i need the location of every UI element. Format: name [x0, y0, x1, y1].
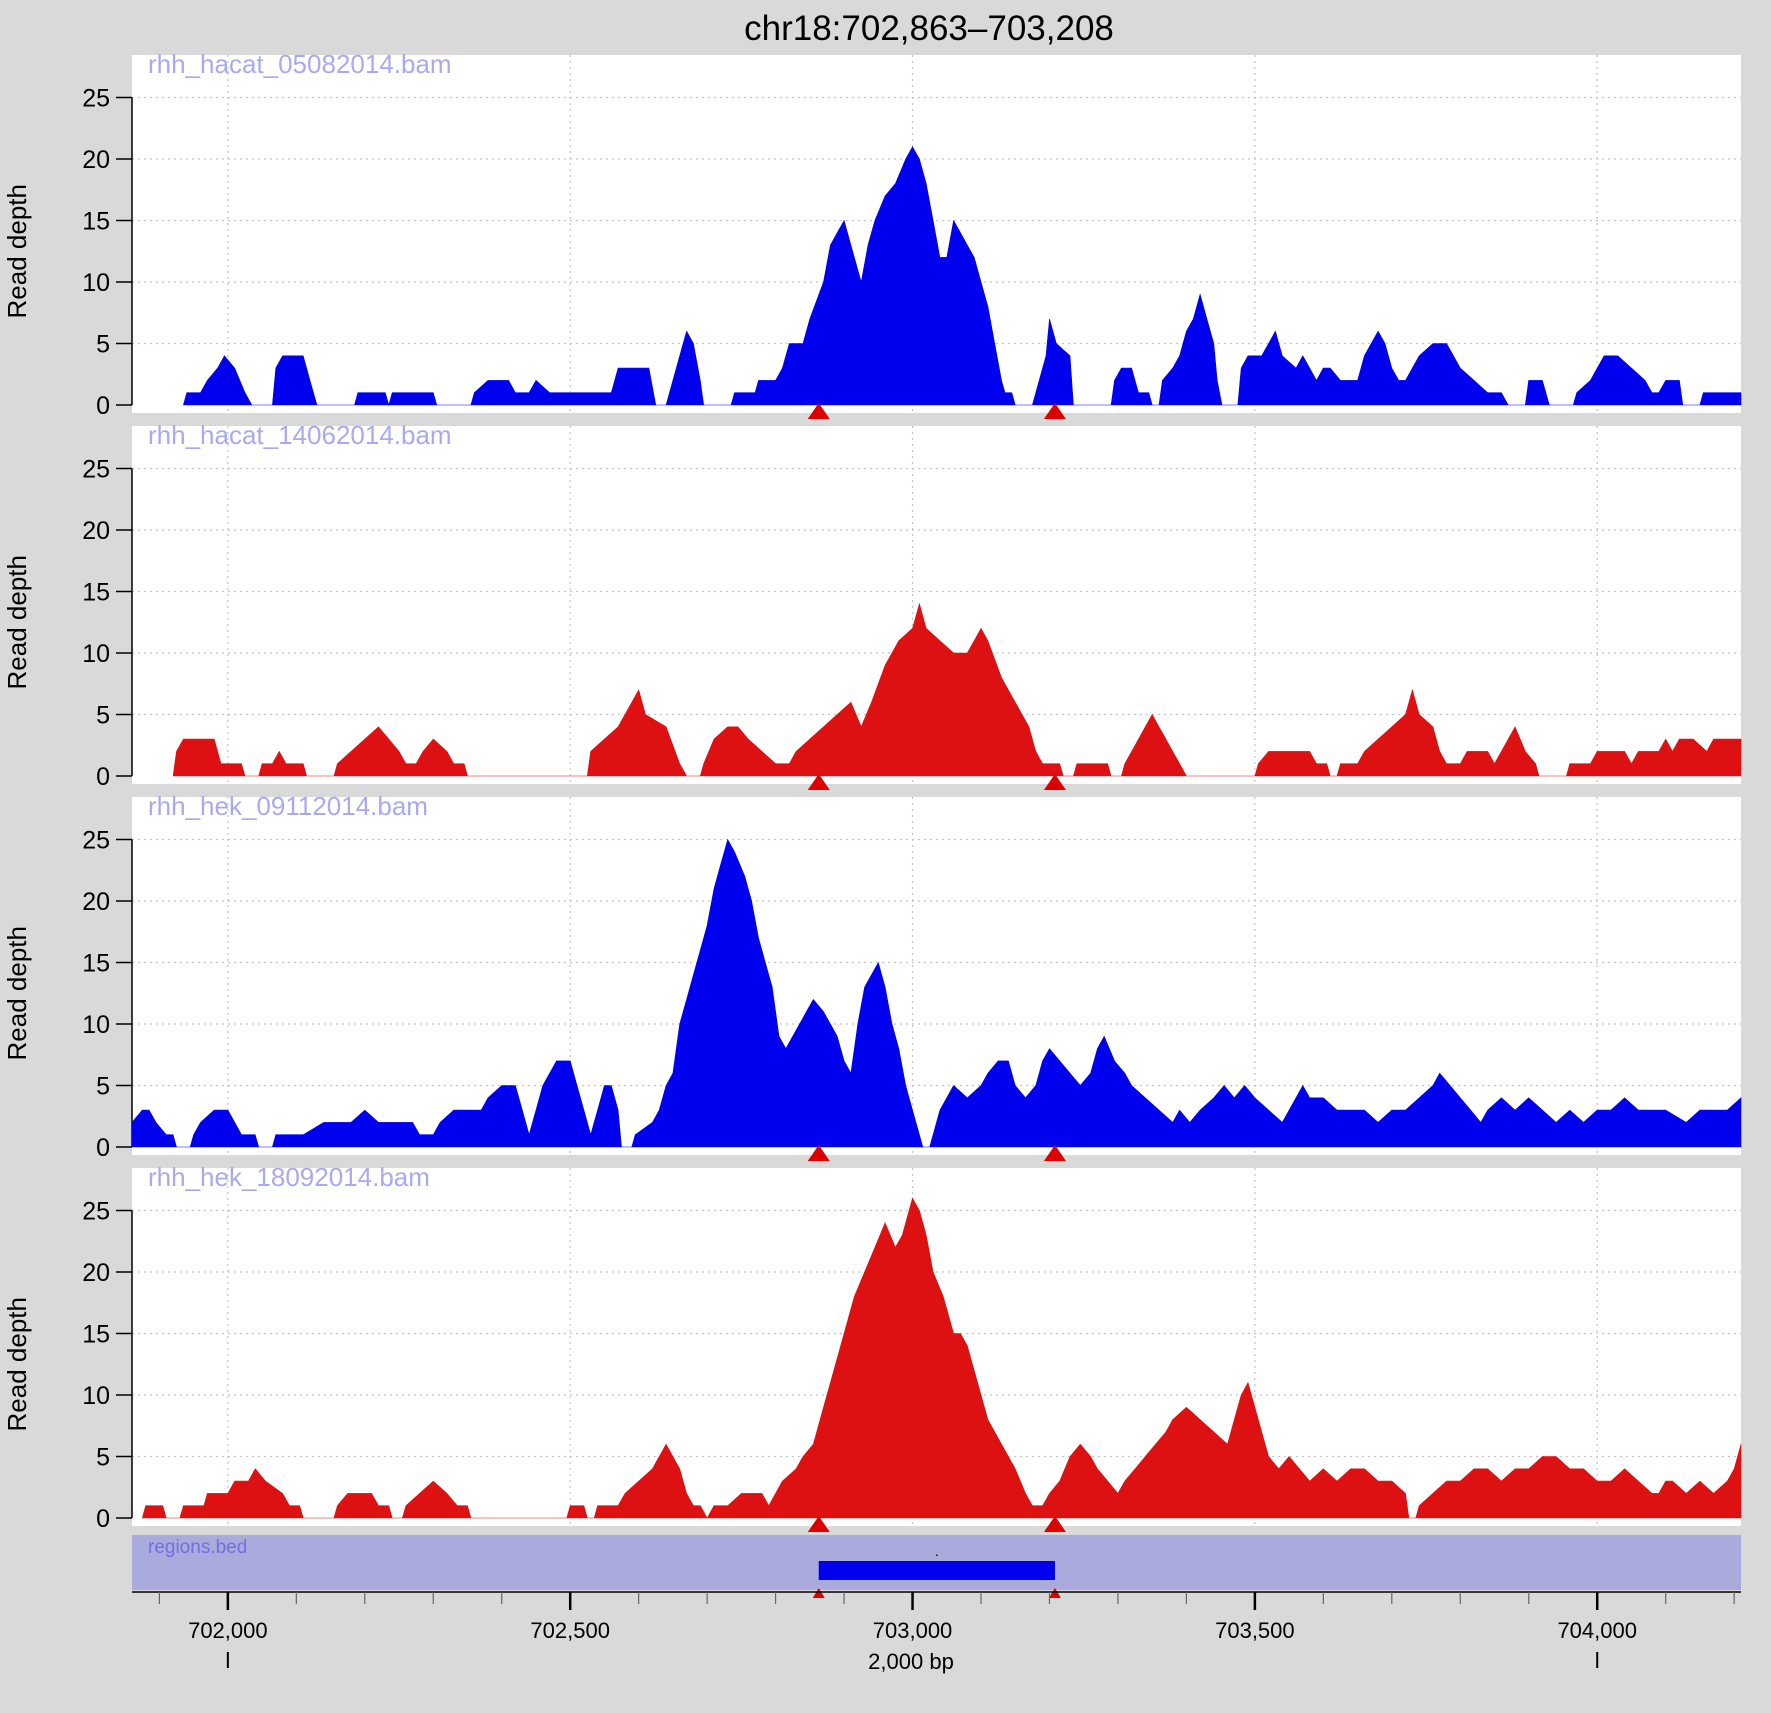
x-tick-label: 702,000	[188, 1618, 268, 1643]
coverage-panels: 0 5 10 15 20 25 rhh_hacat_05082014.bam Read dep…	[2, 49, 1742, 1533]
track-label: rhh_hacat_14062014.bam	[148, 420, 452, 450]
y-tick-label: 20	[82, 517, 110, 545]
y-tick-label: 15	[82, 579, 110, 607]
y-tick-label: 10	[82, 269, 110, 297]
bed-feature	[818, 1561, 1055, 1580]
panel-background	[132, 797, 1741, 1155]
y-axis-label: Read depth	[2, 555, 32, 689]
y-tick-label: 5	[96, 702, 110, 730]
x-tick-label: 702,500	[530, 1618, 610, 1643]
genome-axis: 702,000 702,500 703,000 703,500 704,000	[132, 1591, 1741, 1668]
track-label: rhh_hacat_05082014.bam	[148, 49, 452, 79]
x-tick-label: 703,500	[1215, 1618, 1295, 1643]
y-tick-label: 10	[82, 1011, 110, 1039]
y-tick-label: 5	[96, 1073, 110, 1101]
y-tick-label: 0	[96, 392, 110, 420]
y-tick-label: 5	[96, 1444, 110, 1472]
y-tick-label: 15	[82, 950, 110, 978]
y-tick-label: 25	[82, 1198, 110, 1226]
y-tick-label: 25	[82, 85, 110, 113]
coverage-area	[172, 602, 1742, 777]
x-tick-label: 703,000	[873, 1618, 953, 1643]
region-marker	[807, 1145, 830, 1161]
y-tick-label: 0	[96, 763, 110, 791]
y-tick-label: 20	[82, 888, 110, 916]
y-tick-label: 20	[82, 1259, 110, 1287]
y-tick-label: 20	[82, 146, 110, 174]
region-marker	[1043, 1516, 1066, 1532]
coverage-area	[183, 146, 1742, 407]
y-tick-label: 10	[82, 640, 110, 668]
y-tick-label: 5	[96, 331, 110, 359]
y-axis-label: Read depth	[2, 1297, 32, 1431]
coverage-panel: 0 5 10 15 20 25 rhh_hacat_05082014.bam Read dep…	[2, 49, 1742, 420]
y-tick-label: 0	[96, 1134, 110, 1162]
region-marker	[1043, 1145, 1066, 1161]
bed-feature-label: .	[935, 1543, 939, 1559]
y-tick-label: 25	[82, 456, 110, 484]
track-label: rhh_hek_18092014.bam	[148, 1162, 430, 1192]
bed-track: regions.bed.	[132, 1535, 1741, 1598]
coverage-panel: 0 5 10 15 20 25 rhh_hacat_14062014.bam Read dep…	[2, 420, 1742, 791]
figure-title: chr18:702,863–703,208	[744, 9, 1114, 48]
y-axis-label: Read depth	[2, 926, 32, 1060]
region-marker	[1043, 774, 1066, 790]
coverage-panel: 0 5 10 15 20 25 rhh_hek_09112014.bam Read depth	[2, 791, 1742, 1162]
coverage-area	[141, 1197, 1742, 1519]
region-marker	[807, 1516, 830, 1532]
region-marker	[812, 1588, 825, 1598]
y-tick-label: 25	[82, 827, 110, 855]
coverage-panel: 0 5 10 15 20 25 rhh_hek_18092014.bam Read depth	[2, 1162, 1742, 1533]
region-marker	[807, 403, 830, 419]
bed-track-label: regions.bed	[148, 1537, 247, 1558]
y-axis-label: Read depth	[2, 184, 32, 318]
track-label: rhh_hek_09112014.bam	[148, 791, 428, 821]
x-tick-label: 704,000	[1557, 1618, 1637, 1643]
region-marker	[807, 774, 830, 790]
region-marker	[1048, 1588, 1061, 1598]
scale-bar-label: 2,000 bp	[868, 1649, 954, 1674]
y-tick-label: 15	[82, 208, 110, 236]
coverage-area	[131, 838, 1742, 1148]
y-tick-label: 15	[82, 1321, 110, 1349]
y-tick-label: 10	[82, 1382, 110, 1410]
region-marker	[1043, 403, 1066, 419]
y-tick-label: 0	[96, 1505, 110, 1533]
